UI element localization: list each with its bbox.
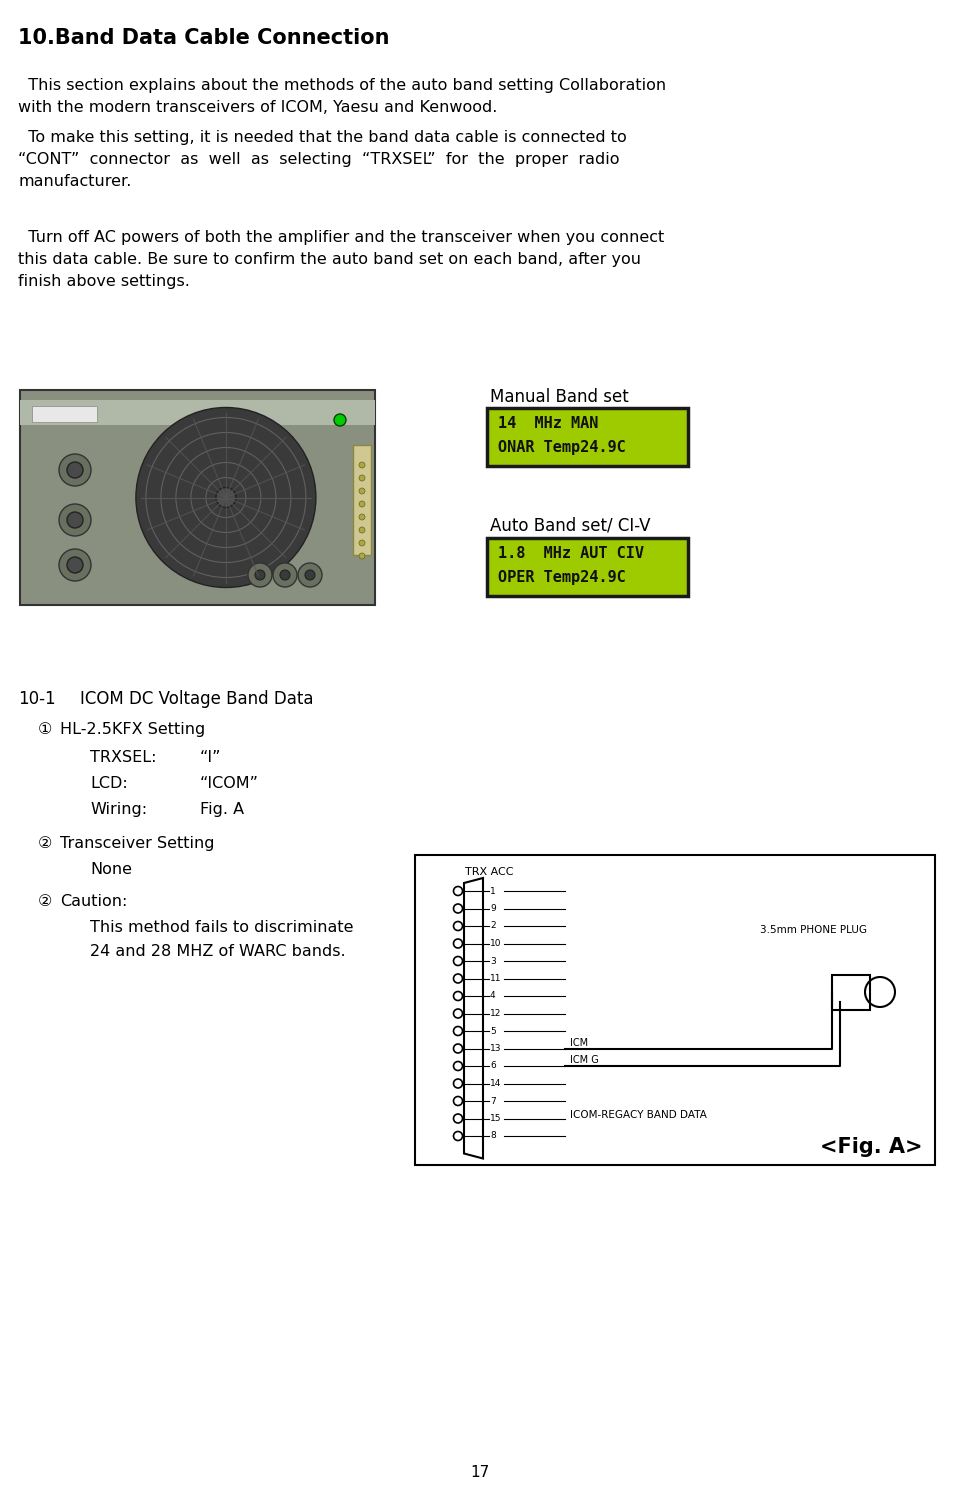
Circle shape	[359, 462, 365, 468]
Circle shape	[359, 553, 365, 559]
Text: 4: 4	[490, 992, 496, 1001]
Text: OPER Temp24.9C: OPER Temp24.9C	[498, 570, 626, 584]
Text: To make this setting, it is needed that the band data cable is connected to: To make this setting, it is needed that …	[18, 129, 627, 146]
Text: “CONT”  connector  as  well  as  selecting  “TRXSEL”  for  the  proper  radio: “CONT” connector as well as selecting “T…	[18, 152, 620, 167]
Text: 1.8  MHz AUT CIV: 1.8 MHz AUT CIV	[498, 546, 644, 561]
Text: 8: 8	[490, 1132, 496, 1141]
Text: 7: 7	[490, 1096, 496, 1105]
Circle shape	[298, 564, 322, 587]
Text: Turn off AC powers of both the amplifier and the transceiver when you connect: Turn off AC powers of both the amplifier…	[18, 230, 664, 245]
Circle shape	[67, 512, 83, 528]
Circle shape	[59, 454, 91, 486]
Text: 1: 1	[490, 886, 496, 895]
Text: None: None	[90, 862, 132, 877]
Text: 11: 11	[490, 974, 502, 983]
Text: LCD:: LCD:	[90, 776, 128, 791]
Text: TRXSEL:: TRXSEL:	[90, 749, 157, 764]
Text: <Fig. A>: <Fig. A>	[821, 1138, 923, 1157]
Text: 14: 14	[490, 1080, 502, 1088]
Text: Caution:: Caution:	[60, 894, 128, 909]
Text: 3.5mm PHONE PLUG: 3.5mm PHONE PLUG	[760, 925, 867, 935]
Text: Fig. A: Fig. A	[200, 801, 244, 816]
FancyBboxPatch shape	[32, 406, 97, 422]
Circle shape	[280, 570, 290, 580]
Circle shape	[59, 549, 91, 581]
Text: 13: 13	[490, 1044, 502, 1053]
FancyBboxPatch shape	[415, 855, 935, 1164]
Text: with the modern transceivers of ICOM, Yaesu and Kenwood.: with the modern transceivers of ICOM, Ya…	[18, 100, 498, 114]
Circle shape	[359, 515, 365, 520]
Text: “ICOM”: “ICOM”	[200, 776, 259, 791]
Circle shape	[359, 501, 365, 507]
Text: 5: 5	[490, 1026, 496, 1035]
Circle shape	[359, 526, 365, 532]
Text: 10-1: 10-1	[18, 690, 56, 708]
Circle shape	[273, 564, 297, 587]
Circle shape	[359, 540, 365, 546]
Circle shape	[59, 504, 91, 535]
Text: ②: ②	[38, 894, 53, 909]
Text: 3: 3	[490, 956, 496, 965]
FancyBboxPatch shape	[20, 390, 375, 605]
Text: 10.Band Data Cable Connection: 10.Band Data Cable Connection	[18, 28, 389, 48]
Text: ICOM-REGACY BAND DATA: ICOM-REGACY BAND DATA	[570, 1109, 707, 1120]
Circle shape	[359, 474, 365, 480]
Text: TRX ACC: TRX ACC	[465, 867, 513, 877]
Text: finish above settings.: finish above settings.	[18, 274, 190, 288]
Text: This section explains about the methods of the auto band setting Collaboration: This section explains about the methods …	[18, 77, 666, 94]
Polygon shape	[464, 877, 483, 1158]
Circle shape	[305, 570, 315, 580]
Text: ICM G: ICM G	[570, 1054, 599, 1065]
Text: ICM: ICM	[570, 1038, 588, 1047]
Circle shape	[67, 462, 83, 477]
Text: Wiring:: Wiring:	[90, 801, 147, 816]
Text: 2: 2	[490, 922, 496, 931]
Text: 14  MHz MAN: 14 MHz MAN	[498, 416, 599, 431]
Circle shape	[248, 564, 272, 587]
Text: HL-2.5KFX Setting: HL-2.5KFX Setting	[60, 723, 206, 738]
Text: Manual Band set: Manual Band set	[490, 388, 628, 406]
Text: manufacturer.: manufacturer.	[18, 174, 132, 189]
Text: 24 and 28 MHZ of WARC bands.: 24 and 28 MHZ of WARC bands.	[90, 944, 346, 959]
Circle shape	[136, 407, 316, 587]
FancyBboxPatch shape	[487, 407, 688, 465]
Text: 15: 15	[490, 1114, 502, 1123]
Text: 6: 6	[490, 1062, 496, 1071]
Text: 12: 12	[490, 1010, 502, 1019]
Text: This method fails to discriminate: This method fails to discriminate	[90, 920, 354, 935]
Text: 17: 17	[470, 1465, 489, 1480]
FancyBboxPatch shape	[487, 538, 688, 596]
Text: 10: 10	[490, 938, 502, 949]
Circle shape	[359, 488, 365, 494]
Text: this data cable. Be sure to confirm the auto band set on each band, after you: this data cable. Be sure to confirm the …	[18, 251, 641, 268]
Text: ICOM DC Voltage Band Data: ICOM DC Voltage Band Data	[80, 690, 313, 708]
Circle shape	[216, 488, 235, 507]
Text: ②: ②	[38, 836, 53, 851]
FancyBboxPatch shape	[20, 400, 375, 425]
FancyBboxPatch shape	[353, 445, 371, 555]
Text: Auto Band set/ CI-V: Auto Band set/ CI-V	[490, 516, 651, 534]
Circle shape	[334, 413, 346, 425]
Text: Transceiver Setting: Transceiver Setting	[60, 836, 214, 851]
Text: 9: 9	[490, 904, 496, 913]
Text: ①: ①	[38, 723, 53, 738]
Text: ONAR Temp24.9C: ONAR Temp24.9C	[498, 440, 626, 455]
Circle shape	[67, 558, 83, 572]
Text: “I”: “I”	[200, 749, 221, 764]
FancyBboxPatch shape	[832, 975, 870, 1010]
Circle shape	[255, 570, 265, 580]
